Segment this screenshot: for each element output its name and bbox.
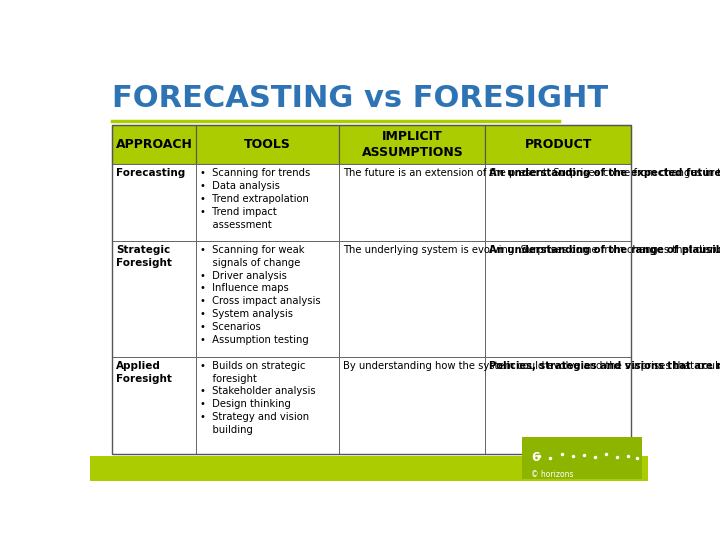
- Text: Applied
Foresight: Applied Foresight: [116, 361, 172, 383]
- Text: IMPLICIT
ASSUMPTIONS: IMPLICIT ASSUMPTIONS: [361, 130, 463, 159]
- Bar: [112, 356, 196, 454]
- Text: FORECASTING vs FORESIGHT: FORECASTING vs FORESIGHT: [112, 84, 608, 112]
- Text: Forecasting: Forecasting: [116, 168, 186, 178]
- Text: An understanding of the range of plausible futures and the potential surprises t: An understanding of the range of plausib…: [489, 245, 720, 255]
- Text: 6: 6: [531, 451, 539, 464]
- Text: Strategic
Foresight: Strategic Foresight: [116, 245, 172, 268]
- Bar: [90, 456, 648, 481]
- Text: The future is an extension of the present. Surprises come from changes in the va: The future is an extension of the presen…: [343, 168, 720, 178]
- Text: PRODUCT: PRODUCT: [525, 138, 592, 151]
- Bar: [339, 164, 485, 241]
- Bar: [112, 164, 196, 241]
- Text: •  Scanning for weak
    signals of change
•  Driver analysis
•  Influence maps
: • Scanning for weak signals of change • …: [200, 245, 320, 345]
- Bar: [112, 125, 196, 164]
- Bar: [485, 241, 631, 356]
- Bar: [523, 437, 642, 478]
- Text: © horizons: © horizons: [531, 470, 573, 479]
- Bar: [485, 356, 631, 454]
- Bar: [196, 164, 339, 241]
- Text: TOOLS: TOOLS: [244, 138, 291, 151]
- Bar: [339, 241, 485, 356]
- Bar: [339, 356, 485, 454]
- Text: Policies, strategies and visions that are robust across the range of plausible f: Policies, strategies and visions that ar…: [489, 361, 720, 371]
- Text: The underlying system is evolving. Surprises come from changes that disrupt the : The underlying system is evolving. Surpr…: [343, 245, 720, 255]
- Bar: [485, 164, 631, 241]
- Bar: [196, 356, 339, 454]
- Bar: [339, 125, 485, 164]
- Bar: [196, 241, 339, 356]
- Text: By understanding how the system could evolve and the surprises that could emerge: By understanding how the system could ev…: [343, 361, 720, 371]
- Bar: [112, 241, 196, 356]
- Bar: [112, 125, 631, 454]
- Bar: [196, 125, 339, 164]
- Text: APPROACH: APPROACH: [116, 138, 193, 151]
- Bar: [485, 125, 631, 164]
- Text: An understanding of the expected future: An understanding of the expected future: [489, 168, 720, 178]
- Text: •  Scanning for trends
•  Data analysis
•  Trend extrapolation
•  Trend impact
 : • Scanning for trends • Data analysis • …: [200, 168, 310, 230]
- Text: •  Builds on strategic
    foresight
•  Stakeholder analysis
•  Design thinking
: • Builds on strategic foresight • Stakeh…: [200, 361, 315, 435]
